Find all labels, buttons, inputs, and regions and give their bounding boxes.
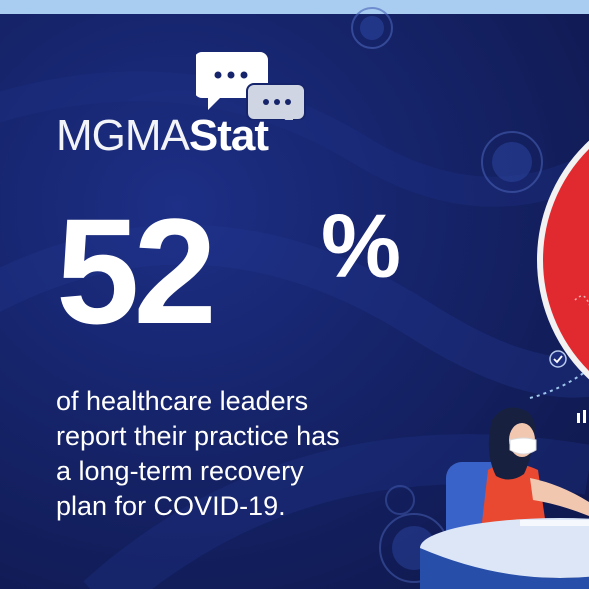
top-accent-bar bbox=[0, 0, 589, 14]
stat-value: 52 bbox=[56, 187, 217, 355]
checkmark-icon bbox=[549, 350, 567, 368]
logo-bold-text: Stat bbox=[188, 111, 269, 160]
desk-surface bbox=[420, 518, 589, 578]
stat-unit: % bbox=[321, 197, 402, 297]
virus-icon bbox=[481, 131, 543, 193]
stat-description: of healthcare leaders report their pract… bbox=[56, 384, 416, 524]
description-line: of healthcare leaders bbox=[56, 386, 309, 416]
description-line: plan for COVID-19. bbox=[56, 491, 286, 521]
logo-wordmark: MGMAStat bbox=[56, 111, 269, 160]
red-circle-shape bbox=[537, 140, 589, 380]
mini-bars-icon bbox=[577, 410, 586, 423]
mgma-stat-logo: MGMAStat bbox=[56, 48, 316, 158]
logo-thin-text: MGMA bbox=[56, 111, 190, 160]
description-line: report their practice has bbox=[56, 421, 340, 451]
face-mask-icon bbox=[509, 437, 537, 455]
virus-icon bbox=[385, 485, 415, 515]
description-line: a long-term recovery bbox=[56, 456, 304, 486]
dotted-path bbox=[529, 371, 586, 399]
speech-bubbles-icon bbox=[196, 52, 306, 120]
virus-icon bbox=[351, 7, 393, 49]
